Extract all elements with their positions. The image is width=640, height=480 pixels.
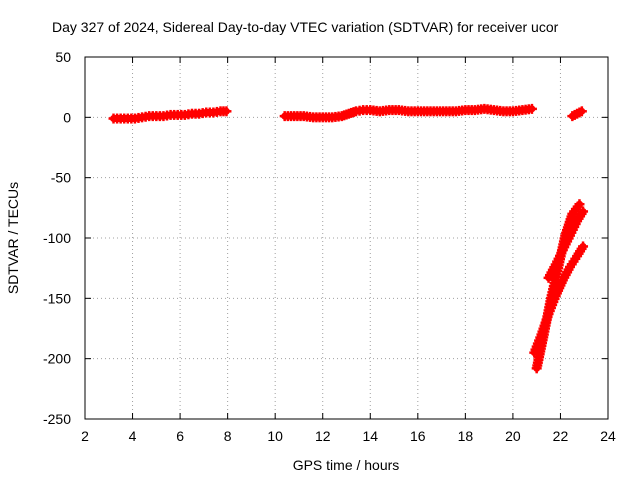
data-points — [108, 103, 589, 374]
y-tick-label: -200 — [43, 351, 71, 367]
x-tick-label: 6 — [176, 428, 184, 444]
x-tick-label: 24 — [600, 428, 616, 444]
x-tick-label: 12 — [315, 428, 331, 444]
x-tick-label: 10 — [267, 428, 283, 444]
grid — [85, 57, 608, 419]
y-tick-label: 0 — [63, 109, 71, 125]
y-tick-label: -100 — [43, 230, 71, 246]
x-tick-label: 20 — [505, 428, 521, 444]
x-tick-label: 14 — [362, 428, 378, 444]
chart-title: Day 327 of 2024, Sidereal Day-to-day VTE… — [52, 19, 559, 35]
x-axis-label: GPS time / hours — [293, 457, 400, 473]
y-tick-label: 50 — [55, 49, 71, 65]
data-point — [526, 103, 537, 114]
x-tick-label: 16 — [410, 428, 426, 444]
y-tick-label: -50 — [51, 170, 71, 186]
y-axis-label: SDTVAR / TECUs — [5, 182, 21, 294]
y-tick-label: -150 — [43, 290, 71, 306]
y-tick-label: -250 — [43, 411, 71, 427]
axis-ticks: 2 4 6 8 10 12 14 16 18 20 22 24-250-200-150-100-500… — [43, 49, 616, 444]
x-tick-label: 8 — [224, 428, 232, 444]
data-point — [574, 199, 585, 210]
data-point — [578, 206, 589, 217]
x-tick-label: 22 — [553, 428, 569, 444]
x-tick-label: 2 — [81, 428, 89, 444]
data-point — [221, 106, 232, 117]
data-point — [578, 241, 589, 252]
x-tick-label: 4 — [129, 428, 137, 444]
data-point — [576, 106, 587, 117]
x-tick-label: 18 — [458, 428, 474, 444]
